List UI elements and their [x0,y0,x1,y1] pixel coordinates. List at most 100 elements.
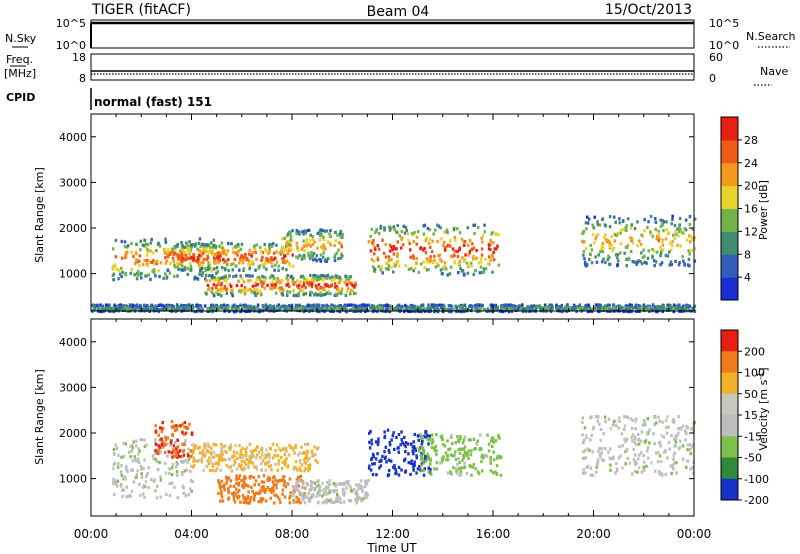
echo-cell [681,231,684,235]
echo-cell [469,438,472,442]
echo-cell [236,496,240,500]
echo-cell [322,274,325,278]
echo-cell [631,472,634,476]
echo-cell [400,438,403,442]
echo-cell [500,307,503,311]
echo-cell [604,238,608,242]
echo-cell [128,303,132,307]
echo-cell [301,483,305,487]
echo-cell [435,467,439,471]
echo-cell [194,242,198,246]
echo-cell [233,459,236,463]
echo-cell [158,275,161,279]
echo-cell [120,239,124,243]
echo-cell [245,497,248,501]
echo-cell [638,239,641,243]
echo-cell [143,238,146,242]
time-tick-label: 04:00 [174,527,209,541]
echo-cell [440,259,443,263]
echo-cell [439,435,443,439]
echo-cell [627,306,630,310]
echo-cell [657,307,660,311]
echo-cell [389,304,392,308]
echo-cell [343,307,346,311]
echo-cell [390,306,394,310]
echo-cell [261,459,265,463]
echo-cell [365,480,368,484]
echo-cell [235,474,238,478]
echo-cell [474,269,477,273]
echo-cell [686,443,690,447]
echo-cell [461,269,465,273]
echo-cell [675,304,678,308]
echo-cell [676,243,679,247]
echo-cell [250,254,253,258]
echo-cell [163,461,167,466]
y-tick-label: 1000 [59,268,87,281]
echo-cell [409,248,412,252]
echo-cell [211,455,215,459]
echo-cell [118,272,122,276]
echo-cell [598,422,601,426]
echo-cell [434,265,438,269]
echo-cell [243,481,246,485]
echo-cell [135,277,139,281]
echo-cell [198,272,201,276]
echo-cell [459,434,462,439]
echo-cell [654,305,657,309]
echo-cell [640,430,644,434]
echo-cell [585,227,588,231]
echo-cell [333,304,336,308]
echo-cell [262,265,266,269]
echo-cell [150,237,153,241]
echo-cell [407,239,410,243]
echo-cell [223,278,226,282]
power-frame [90,113,695,312]
echo-cell [608,456,611,460]
echo-cell [397,264,401,268]
echo-cell [329,229,332,233]
echo-cell [289,445,292,449]
echo-cell [466,264,470,268]
echo-cell [301,494,304,498]
echo-cell [193,463,196,468]
echo-cell [407,452,410,456]
echo-cell [224,306,227,310]
echo-cell [267,251,270,256]
echo-cell [387,469,391,473]
echo-cell [313,453,316,457]
echo-cell [172,424,175,428]
echo-cell [183,268,187,272]
echo-cell [384,242,387,247]
echo-cell [623,251,626,255]
echo-cell [409,303,413,307]
echo-cell [340,235,344,240]
echo-cell [581,239,584,243]
echo-cell [457,262,460,266]
echo-cell [208,274,211,278]
echo-cell [285,268,288,272]
echo-cell [426,434,429,438]
echo-cell [201,453,205,457]
echo-cell [298,232,301,236]
echo-cell [437,224,441,228]
echo-cell [666,303,669,307]
echo-cell [225,475,228,479]
echo-cell [190,243,193,247]
echo-cell [412,445,416,449]
echo-cell [155,259,159,264]
echo-cell [687,257,691,261]
echo-cell [268,488,271,492]
echo-cell [464,253,467,257]
echo-cell [412,239,415,244]
echo-cell [166,442,169,446]
echo-cell [589,253,592,257]
echo-cell [689,452,693,456]
echo-cell [321,481,324,485]
echo-cell [186,267,190,271]
echo-cell [189,478,193,483]
echo-cell [387,267,390,271]
echo-cell [161,421,164,425]
echo-cell [180,262,183,266]
echo-cell [496,244,499,248]
